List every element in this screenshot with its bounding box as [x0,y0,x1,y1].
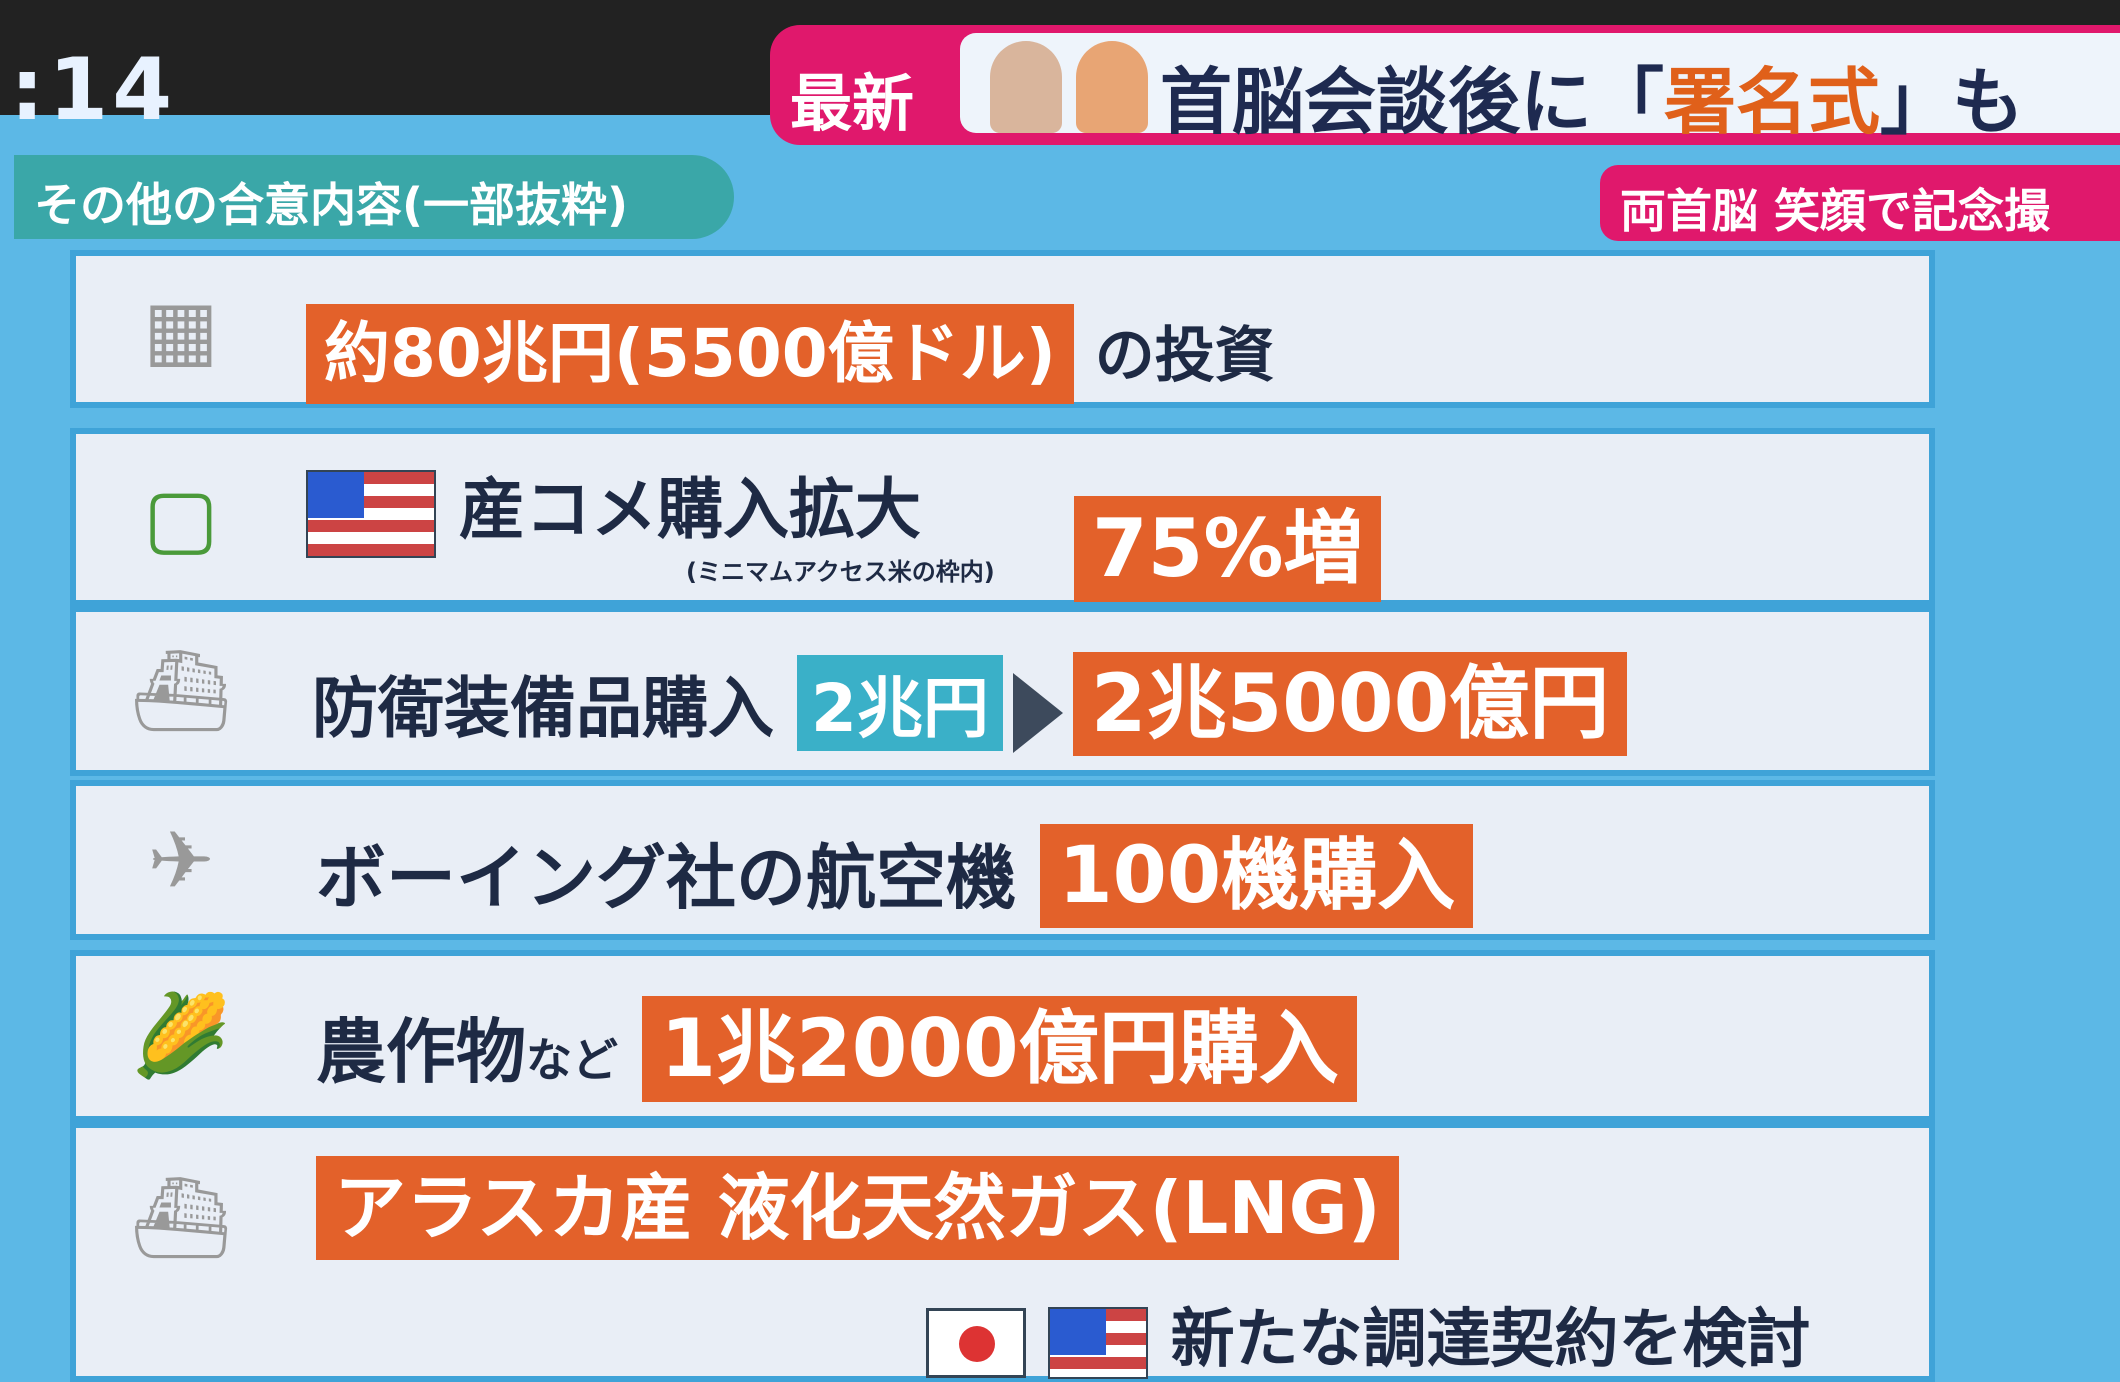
arrow-right-icon [1012,672,1063,753]
us-flag-icon [1048,1307,1149,1380]
avatar [1076,41,1148,133]
headline-post: 」も [1880,60,2025,144]
item-text: 農作物 [316,1011,526,1093]
item-text: 新たな調達契約を検討 [1170,1303,1811,1377]
item-text: の投資 [1094,321,1275,391]
section-tag: その他の合意内容(一部抜粋) [14,155,734,239]
item-suffix: など [526,1033,618,1087]
headline-highlight: 署名式 [1664,60,1881,144]
from-value: 2兆円 [796,655,1003,751]
highlight: 1兆2000億円購入 [642,996,1357,1102]
highlight: 100機購入 [1040,824,1474,928]
money-stack-icon: ▦ [143,282,219,376]
item-text: ボーイング社の航空機 [316,837,1016,919]
list-item: ✈ ボーイング社の航空機 100機購入 [70,780,1935,940]
item-text: 防衛装備品購入 [312,670,774,747]
list-item: 🌽 農作物など 1兆2000億円購入 [70,950,1935,1122]
item-note: (ミニマムアクセス米の枠内) [686,558,995,586]
item-text: 産コメ購入拡大 [458,471,921,548]
news-banner: 最新 首脳会談後に「署名式」も [770,25,2120,145]
live-label: 最新 [790,67,915,140]
corn-icon: 🌽 [131,989,231,1082]
subtitle: 両首脳 笑顔で記念撮 [1600,165,2120,241]
avatar [990,41,1062,133]
us-flag-icon [306,469,436,558]
list-item: ⛴ 防衛装備品購入 2兆円 2兆5000億円 [70,606,1935,776]
list-item: ▦ 約80兆円(5500億ドル) の投資 [70,250,1935,408]
list-item: ▢ 産コメ購入拡大 (ミニマムアクセス米の枠内) 75%増 [70,428,1935,606]
list-item: ⛴ アラスカ産 液化天然ガス(LNG) 新たな調達契約を検討 [70,1122,1935,1382]
rice-bag-icon: ▢ [143,470,219,564]
leader-photos [990,41,1148,133]
highlight: 2兆5000億円 [1072,652,1628,756]
japan-flag-icon [926,1308,1026,1379]
headline: 首脳会談後に「署名式」も [1160,43,2024,148]
highlight: アラスカ産 液化天然ガス(LNG) [316,1156,1399,1260]
airplane-icon: ✈ [147,813,215,907]
warship-icon: ⛴ [130,644,232,737]
clock: :14 [10,40,177,140]
lng-tanker-icon: ⛴ [130,1171,232,1264]
highlight: 約80兆円(5500億ドル) [306,304,1074,404]
headline-pre: 首脳会談後に「 [1160,60,1665,144]
highlight: 75%増 [1074,496,1382,602]
